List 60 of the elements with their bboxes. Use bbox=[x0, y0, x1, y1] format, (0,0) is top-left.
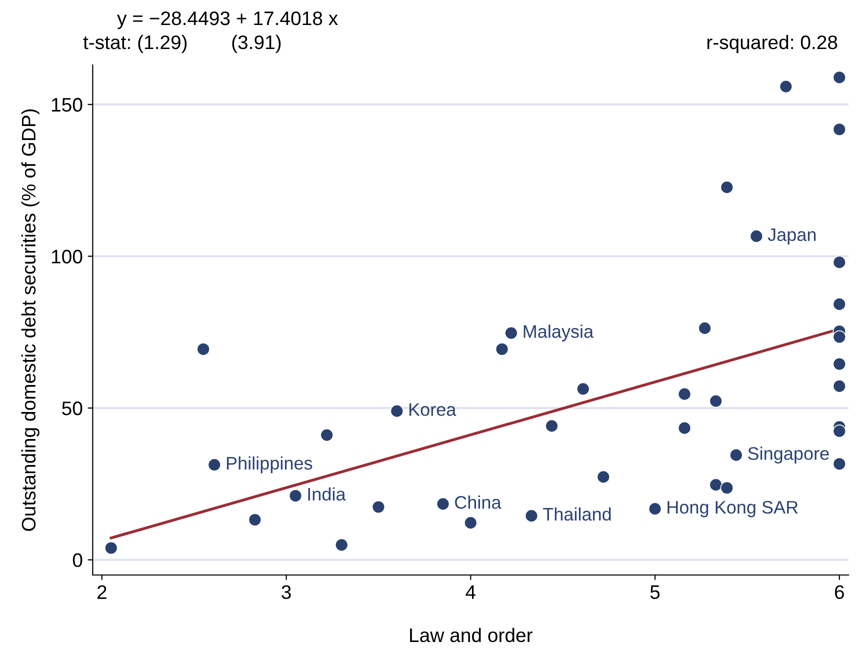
x-tick-label: 2 bbox=[97, 585, 106, 599]
point bbox=[372, 500, 386, 514]
point bbox=[678, 421, 692, 435]
annotation: India bbox=[308, 487, 346, 501]
point bbox=[698, 322, 712, 335]
point bbox=[248, 513, 262, 526]
point bbox=[208, 458, 222, 472]
point bbox=[832, 256, 846, 269]
point bbox=[464, 516, 478, 530]
point bbox=[832, 457, 846, 471]
point bbox=[678, 387, 692, 401]
point bbox=[196, 342, 210, 356]
point bbox=[730, 448, 743, 462]
x-tick-label: 4 bbox=[466, 585, 476, 599]
point bbox=[495, 342, 509, 356]
point bbox=[436, 497, 450, 511]
annotation: Singapore bbox=[748, 446, 829, 464]
point bbox=[709, 394, 722, 408]
point bbox=[832, 330, 846, 344]
point bbox=[720, 180, 734, 194]
annotation: Hong Kong SAR bbox=[668, 500, 798, 518]
point bbox=[832, 122, 846, 136]
point bbox=[104, 541, 118, 555]
y-tick-label: 50 bbox=[62, 402, 82, 416]
y-axis-title: Outstanding domestic debt securities (% of GDP) bbox=[21, 109, 40, 531]
point bbox=[832, 380, 846, 393]
point bbox=[750, 230, 764, 243]
y-tick-label: 0 bbox=[72, 553, 82, 568]
x-axis-title: Law and order bbox=[410, 628, 532, 642]
y-tick-label: 100 bbox=[52, 250, 82, 264]
point bbox=[720, 481, 734, 495]
point bbox=[576, 382, 590, 396]
annotation: Korea bbox=[409, 403, 456, 416]
point bbox=[504, 326, 518, 340]
annotation: Malaysia bbox=[524, 324, 594, 342]
point bbox=[779, 80, 793, 94]
x-tick-label: 3 bbox=[282, 585, 291, 600]
point bbox=[320, 428, 334, 442]
annotation: China bbox=[455, 496, 502, 509]
text: t-stat: (1.29) (3.91) bbox=[83, 34, 281, 54]
point bbox=[832, 424, 846, 438]
text: y = −28.4493 + 17.4018 x bbox=[117, 11, 338, 30]
annotation: Thailand bbox=[543, 507, 611, 521]
point bbox=[832, 70, 846, 84]
point bbox=[648, 502, 662, 516]
point bbox=[832, 357, 846, 371]
text: r-squared: 0.28 bbox=[707, 34, 838, 54]
point bbox=[390, 404, 404, 418]
point bbox=[832, 298, 846, 311]
x-tick-label: 6 bbox=[834, 585, 844, 600]
point bbox=[709, 478, 722, 492]
point bbox=[334, 538, 348, 552]
point bbox=[545, 419, 558, 433]
point bbox=[596, 470, 610, 484]
y-tick-label: 150 bbox=[52, 98, 82, 112]
annotation: Japan bbox=[768, 228, 816, 245]
point bbox=[524, 509, 538, 522]
point bbox=[288, 489, 302, 502]
x-tick-label: 5 bbox=[650, 585, 660, 600]
annotation: Philippines bbox=[226, 456, 312, 474]
